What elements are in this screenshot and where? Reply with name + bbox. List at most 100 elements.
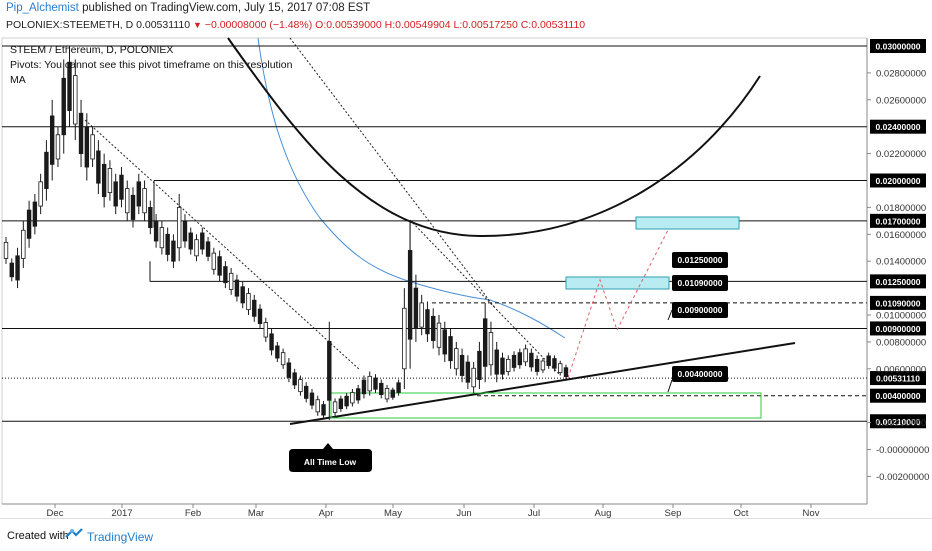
candle-body <box>546 355 551 366</box>
x-tick-label: May <box>384 508 402 518</box>
candle <box>517 348 523 369</box>
candle <box>49 99 55 181</box>
candle <box>448 328 453 369</box>
candle <box>107 160 113 201</box>
candle-body <box>494 349 499 375</box>
candle-body <box>26 209 32 239</box>
candle-body <box>148 206 153 228</box>
price-level-label: 0.03000000 <box>870 39 926 53</box>
target-zone-lower[interactable] <box>565 276 670 290</box>
candles <box>3 46 569 420</box>
candle-body <box>327 340 332 401</box>
candle-body <box>338 398 344 410</box>
callout-text: 0.00900000 <box>678 305 723 315</box>
candle <box>101 153 107 208</box>
downtrend-line-2 <box>289 37 496 309</box>
candle <box>327 321 332 420</box>
candle <box>350 388 355 407</box>
tradingview-brand[interactable]: TradingView <box>87 530 154 544</box>
last-price: 0.00531110 <box>136 19 191 31</box>
ma-indicator-label[interactable]: MA <box>10 74 26 86</box>
candle-body <box>373 377 378 390</box>
candle <box>113 173 118 215</box>
candle <box>188 227 193 255</box>
candle-body <box>563 367 569 378</box>
candle <box>534 355 540 376</box>
candle-body <box>119 174 124 200</box>
price-level-text: 0.00210000 <box>876 417 921 427</box>
candle-body <box>344 395 349 407</box>
tradingview-logo-icon <box>65 528 83 538</box>
price-level-bg <box>870 39 926 53</box>
candle-body <box>113 181 118 207</box>
price-level-bg <box>870 119 926 134</box>
candle <box>477 341 482 389</box>
open-value: O:0.00539000 <box>315 19 382 31</box>
candle-body <box>425 309 430 335</box>
candle <box>136 173 141 215</box>
candle <box>263 317 268 342</box>
candle <box>67 46 72 127</box>
candle-body <box>454 348 459 370</box>
candle <box>159 220 165 255</box>
target-zone-upper[interactable] <box>635 216 740 230</box>
x-tick-label: 2017 <box>111 508 132 518</box>
price-level-label: 0.00900000 <box>870 321 926 336</box>
candle <box>61 59 66 154</box>
candle <box>200 227 205 255</box>
price-level-text: 0.00400000 <box>876 391 921 401</box>
candle-body <box>269 333 274 351</box>
candle-body <box>355 388 361 401</box>
candle-body <box>263 322 268 338</box>
candle <box>84 113 90 181</box>
candle <box>361 375 367 399</box>
candle-body <box>534 358 540 372</box>
y-tick-label: 0.00800000 <box>876 337 926 348</box>
candle-body <box>107 167 113 194</box>
candle-body <box>379 382 384 396</box>
candle <box>217 250 222 282</box>
candle-body <box>471 367 476 388</box>
price-level-bg <box>870 213 926 228</box>
price-level-text: 0.02400000 <box>876 122 921 132</box>
candle-body <box>292 372 297 386</box>
candle-body <box>304 385 309 399</box>
candle-body <box>15 255 20 281</box>
candle <box>471 362 476 394</box>
price-level-label: 0.02000000 <box>870 173 926 188</box>
candle <box>315 395 320 416</box>
candle <box>552 355 557 372</box>
candle <box>90 126 95 168</box>
candle <box>142 180 147 221</box>
candle <box>182 214 188 248</box>
y-tick-label: 0.02800000 <box>876 68 926 79</box>
price-level-label: 0.00531110 <box>870 371 926 386</box>
price-level-bg <box>870 295 926 310</box>
price-change: −0.00008000 (−1.48%) <box>204 19 313 31</box>
candle-body <box>223 266 228 284</box>
candle-body <box>419 302 424 328</box>
x-tick-label: Jun <box>456 508 471 518</box>
candle-body <box>523 348 528 363</box>
candle-body <box>488 332 494 366</box>
candle-body <box>78 112 84 154</box>
candle <box>275 341 280 363</box>
candle-body <box>436 322 442 348</box>
high-value: H:0.00549904 <box>384 19 451 31</box>
candle-body <box>552 358 557 369</box>
support-zone-box[interactable] <box>330 392 762 419</box>
published-text: published on TradingView.com, July 15, 2… <box>82 2 371 14</box>
y-tick-label: -0.00200000 <box>876 472 929 483</box>
candle-body <box>246 293 251 311</box>
candle-body <box>194 239 199 257</box>
y-tick-label: 0.02200000 <box>876 149 926 160</box>
callout-box: 0.01250000 <box>672 252 728 268</box>
moving-average-line <box>257 37 566 339</box>
candle <box>540 358 546 373</box>
candle-body <box>402 307 407 370</box>
candle-body <box>49 115 55 165</box>
candle <box>211 247 217 275</box>
price-chart[interactable]: 0.01250000 0.01090000 0.00900000 0.00400000… <box>0 36 932 518</box>
author-link[interactable]: Pip_Alchemist <box>6 2 79 14</box>
candle <box>269 328 274 356</box>
